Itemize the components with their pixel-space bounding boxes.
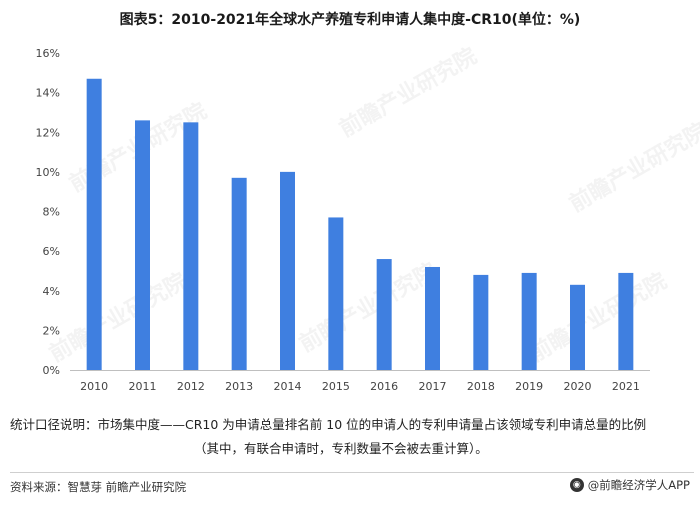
y-tick-label: 10% [36,166,60,179]
bar-2016 [376,259,392,370]
bar-2012 [183,122,199,370]
x-tick-label: 2020 [564,380,592,393]
x-tick-label: 2013 [225,380,253,393]
bar-chart: 0% 2% 4% 6% 8% 10% 12% 14% 16% 2010 2011 2012 2013 20… [36,47,650,393]
bar-2020 [570,284,585,370]
bar-2021 [618,272,634,370]
x-tick-label: 2018 [467,380,495,393]
chart-title: 图表5：2010-2021年全球水产养殖专利申请人集中度-CR10(单位：%) [119,12,581,28]
x-tick-label: 2017 [419,380,447,393]
y-tick-label: 2% [43,324,60,337]
bar-2013 [231,177,247,370]
bar-2011 [135,120,150,370]
bar-2014 [280,171,295,370]
brand-mark: ◉ @前瞻经济学人APP [569,477,690,493]
brand-logo-icon: ◉ [569,478,584,492]
bar-2010 [86,78,102,370]
y-tick-label: 8% [43,206,60,219]
note-line-1: 统计口径说明：市场集中度——CR10 为申请总量排名前 10 位的申请人的专利申… [10,417,647,432]
y-tick-label: 12% [36,126,60,139]
bar-2017 [425,266,440,370]
y-tick-label: 4% [43,285,60,298]
y-tick-label: 0% [43,364,60,377]
bar-2015 [328,217,344,370]
x-tick-label: 2012 [177,380,205,393]
x-tick-label: 2010 [80,380,108,393]
x-tick-label: 2019 [515,380,543,393]
x-tick-label: 2014 [274,380,302,393]
x-tick-label: 2021 [612,380,640,393]
brand-text: @前瞻经济学人APP [587,478,690,492]
x-tick-label: 2016 [370,380,398,393]
y-tick-label: 14% [36,87,60,100]
y-tick-label: 6% [43,245,60,258]
bar-2018 [473,274,489,370]
y-tick-label: 16% [36,47,60,60]
source-text: 资料来源：智慧芽 前瞻产业研究院 [10,480,187,494]
bar-2019 [521,272,537,370]
x-tick-label: 2015 [322,380,350,393]
note-line-2: （其中，有联合申请时，专利数量不会被去重计算）。 [194,441,488,456]
footer-divider [10,472,694,473]
x-tick-label: 2011 [129,380,157,393]
methodology-note: 统计口径说明：市场集中度——CR10 为申请总量排名前 10 位的申请人的专利申… [10,413,694,461]
